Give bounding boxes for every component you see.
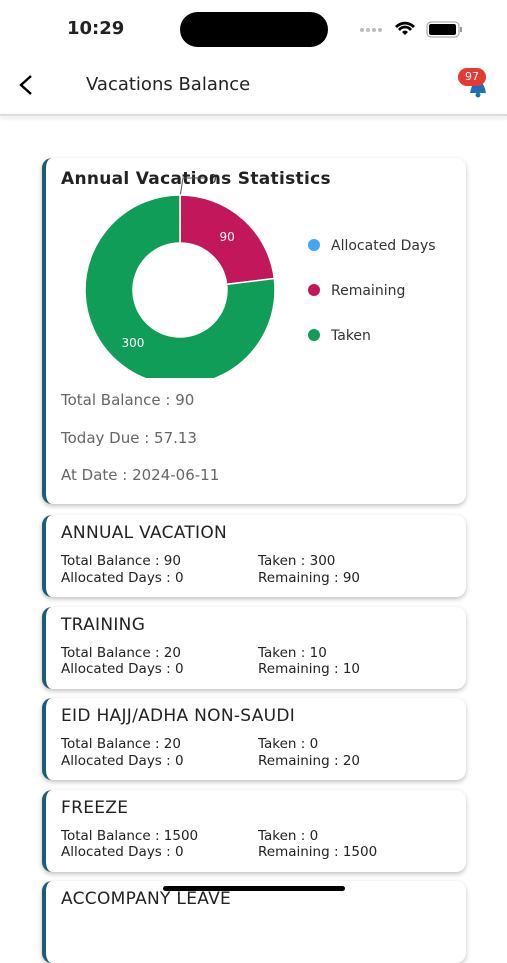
header-divider [0,114,507,116]
legend-label: Remaining [331,283,405,299]
status-time: 10:29 [67,18,125,39]
card-title: TRAINING [61,614,146,635]
data-label: 300 [121,336,144,350]
legend-swatch [308,239,320,251]
vacation-card: EID HAJJ/ADHA NON-SAUDI Total Balance : 2… [42,698,466,780]
card-title: ACCOMPANY LEAVE [61,889,232,909]
home-indicator [163,886,345,891]
header-title: Vacations Balance [86,74,251,95]
card-field: Remaining : 10 [258,661,360,677]
stats-card: Annual Vacations Statistics 0 Allocated D… [42,158,466,504]
vacation-card: TRAINING Total Balance : 20 Taken : 10 Allo… [42,606,466,689]
stats-line: At Date : 2024-06-11 [61,466,220,484]
card-field: Total Balance : 20 [61,644,181,661]
card-title: EID HAJJ/ADHA NON-SAUDI [61,706,296,726]
card-field: Taken : 0 [258,827,319,844]
card-field: Allocated Days : 0 [61,569,184,586]
card-field: Taken : 300 [258,553,336,569]
legend-swatch [308,329,320,341]
card-field: Allocated Days : 0 [61,661,184,677]
data-label: 90 [219,230,234,244]
card-field: Total Balance : 1500 [61,827,199,844]
vacation-card: FREEZE Total Balance : 1500 Taken : 0 Alloc… [42,789,466,872]
status-icons [360,21,462,38]
donut-chart: 0 Allocated Days 90 Remaining 300 Taken [84,172,436,378]
card-title: ANNUAL VACATION [61,523,228,543]
legend-label: Allocated Days [331,238,436,254]
legend-label: Taken [330,328,371,344]
card-field: Total Balance : 20 [61,736,181,752]
card-field: Total Balance : 90 [61,553,181,569]
vacation-card: ANNUAL VACATION Total Balance : 90 Taken :… [42,515,466,597]
card-field: Taken : 0 [258,736,319,752]
screen: 10:29 Vacations Balance 97 Annual Vacati… [0,12,507,963]
notification-badge: 97 [458,68,486,86]
label-leader [179,177,204,198]
card-field: Remaining : 90 [258,569,360,586]
dynamic-island [180,12,328,47]
donut-slice [179,194,276,286]
card-field: Taken : 10 [258,644,327,661]
stats-line: Total Balance : 90 [61,391,195,409]
donut-slice [84,194,276,378]
stats-line: Today Due : 57.13 [61,428,197,447]
card-field: Remaining : 20 [258,752,360,769]
data-label: 0 [209,172,217,186]
card-field: Allocated Days : 0 [61,752,184,769]
vacation-card: ACCOMPANY LEAVE [42,881,466,963]
card-title: FREEZE [61,797,129,818]
card-field: Remaining : 1500 [258,844,378,860]
legend-swatch [308,284,320,296]
card-field: Allocated Days : 0 [61,844,184,860]
back-button[interactable] [16,73,38,97]
stats-title: Annual Vacations Statistics [61,169,331,189]
